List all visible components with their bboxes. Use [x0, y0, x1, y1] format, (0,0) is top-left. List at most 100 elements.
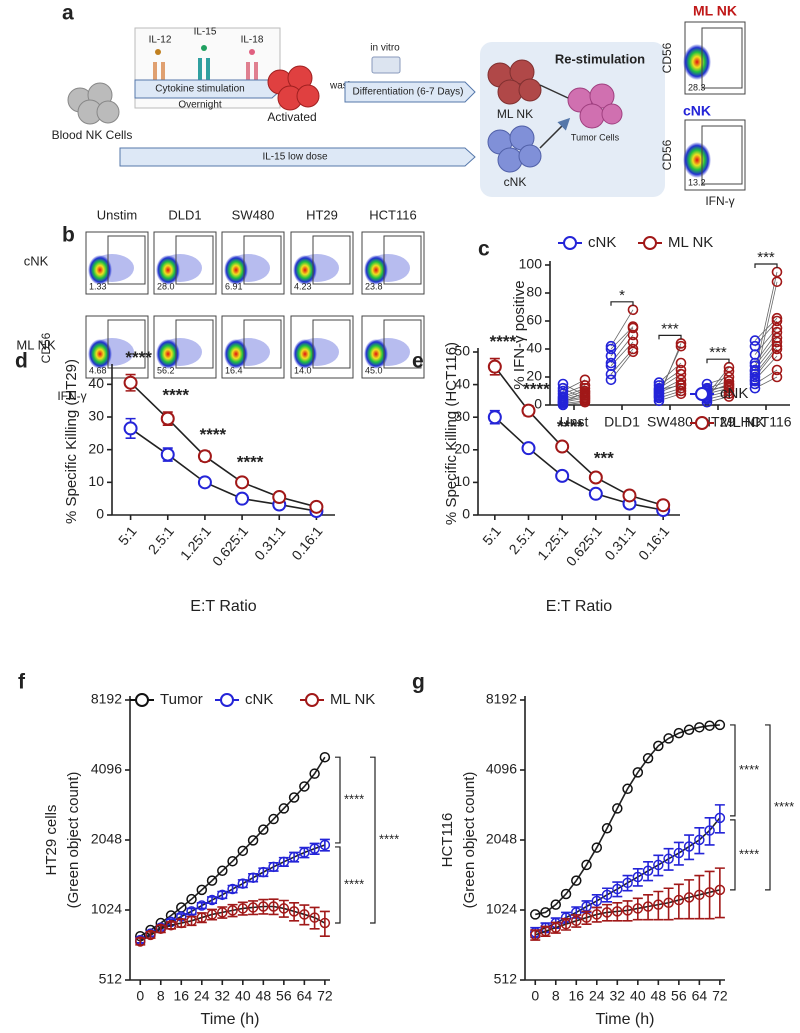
data-point	[550, 899, 562, 910]
sig-label: ****	[237, 453, 264, 472]
y-tick-label: 30	[454, 408, 470, 424]
gate	[383, 235, 422, 285]
data-point	[550, 922, 562, 933]
y-tick-label: 2048	[486, 831, 517, 847]
gate	[701, 125, 743, 185]
data-point	[299, 909, 310, 920]
flow-density	[293, 339, 317, 369]
cell-label: Tumor Cells	[571, 132, 620, 142]
gate	[175, 235, 214, 285]
data-point	[605, 374, 617, 386]
sig-bracket	[706, 358, 730, 364]
x-tick-label: 56	[671, 988, 687, 1004]
data-point	[579, 387, 591, 398]
error-bar	[612, 901, 623, 922]
data-point	[540, 925, 551, 937]
sig-bracket	[754, 263, 778, 268]
flow-percent: 6.91	[225, 281, 243, 291]
receptors	[153, 45, 258, 80]
x-axis-label: E:T Ratio	[546, 598, 613, 615]
flow-density	[88, 255, 112, 285]
error-bar	[694, 874, 705, 920]
x-tick-label: 0.625:1	[563, 523, 605, 569]
arrow-sublabel: Overnight	[178, 100, 222, 111]
data-point	[206, 909, 218, 920]
sig-label: ***	[709, 344, 727, 361]
arrow-label: IL-15 low dose	[262, 152, 327, 163]
data-point	[723, 381, 735, 393]
data-point	[675, 340, 687, 352]
data-point	[653, 859, 664, 871]
legend-marker	[563, 236, 577, 250]
column-header: SW480	[232, 207, 275, 222]
data-point	[612, 883, 623, 895]
flow-density	[683, 142, 711, 178]
cell-label: Activated	[267, 110, 316, 124]
x-tick-label: 64	[297, 988, 313, 1004]
data-point	[579, 380, 591, 391]
x-tick-label: Unst	[560, 414, 589, 430]
sig-label: ****	[200, 425, 227, 444]
data-point	[612, 803, 623, 814]
flow-percent: 28.3	[688, 82, 706, 92]
error-bar	[663, 847, 674, 871]
y-tick-label: 80	[526, 284, 542, 300]
data-point	[160, 447, 175, 462]
x-tick-label: 5:1	[115, 523, 140, 548]
x-tick-label: 16	[173, 988, 189, 1004]
y-axis-label: HT29 cells	[43, 805, 60, 876]
data-point	[319, 839, 331, 851]
tumor-cells	[567, 83, 623, 129]
data-point	[632, 767, 644, 778]
data-point	[627, 343, 639, 355]
data-point	[268, 813, 279, 825]
flow-density	[364, 255, 388, 285]
legend-label: cNK	[588, 234, 616, 251]
data-point	[288, 792, 300, 803]
panel-b: b CD56 IFN-γ	[39, 224, 86, 404]
error-bar	[684, 879, 695, 920]
data-point	[237, 903, 249, 914]
data-point	[723, 366, 735, 377]
data-point	[272, 490, 287, 505]
data-point	[155, 923, 167, 935]
activated-cells	[267, 65, 320, 111]
column-header: DLD1	[168, 207, 201, 222]
sig-bracket	[370, 756, 376, 924]
data-point	[642, 901, 654, 912]
legend-marker	[305, 693, 319, 707]
flow-density	[88, 339, 112, 369]
data-point	[653, 384, 665, 395]
x-tick-label: 2.5:1	[505, 523, 537, 557]
data-point	[663, 853, 674, 865]
sig-bracket	[335, 756, 341, 844]
x-tick-label: 56	[276, 988, 292, 1004]
data-point	[160, 411, 175, 426]
error-bar	[694, 827, 705, 855]
legend-label: cNK	[245, 691, 273, 708]
x-tick-label: 48	[256, 988, 272, 1004]
sig-bracket	[730, 819, 736, 891]
gate	[701, 27, 743, 89]
data-point	[704, 887, 715, 898]
data-point	[673, 727, 685, 739]
flow-percent: 23.8	[365, 281, 383, 291]
data-point	[288, 906, 300, 917]
legend-label: ML NK	[330, 691, 375, 708]
data-point	[581, 901, 592, 912]
y-tick-label: 20	[88, 440, 104, 456]
ml-nk-cells	[487, 59, 542, 105]
data-point	[627, 336, 639, 348]
sig-label: *	[619, 287, 625, 304]
legend-label: cNK	[720, 385, 748, 402]
x-tick-label: 8	[157, 988, 165, 1004]
x-tick-label: 64	[692, 988, 708, 1004]
sig-label: ****	[490, 332, 517, 351]
data-point	[571, 915, 582, 927]
flow-density	[364, 339, 388, 369]
error-bar	[319, 910, 330, 937]
gate	[107, 235, 146, 285]
y-tick-label: 100	[519, 256, 543, 272]
sig-bracket	[765, 724, 771, 891]
flow-percent: 14.0	[294, 365, 312, 375]
